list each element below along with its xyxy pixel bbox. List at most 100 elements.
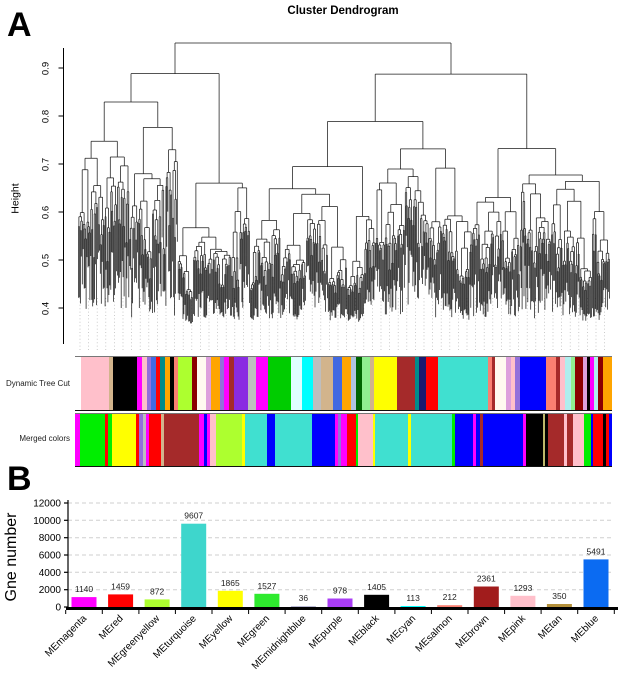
bar-value-label: 1459 <box>111 581 130 591</box>
y-tick-label: 6000 <box>39 551 62 562</box>
colorbar-segment <box>105 414 108 466</box>
bar-MEblack <box>364 594 390 607</box>
colorbar-segment <box>244 414 267 466</box>
colorbar-segment <box>206 357 211 410</box>
x-tick-label-MEred: MEred <box>97 613 126 642</box>
colorbar-segment <box>165 357 171 410</box>
colorbar-segment <box>510 357 516 410</box>
colorbar-segment <box>592 414 603 466</box>
bar-value-label: 2361 <box>477 574 496 584</box>
colorbar-segment <box>333 357 342 410</box>
y-tick-label: 0 <box>55 603 61 614</box>
colorbar-segment <box>546 357 557 410</box>
bar-value-label: 113 <box>406 593 420 603</box>
colorbar-segment <box>266 414 276 466</box>
panel-a-label: A <box>7 6 32 44</box>
colorbar-segment <box>526 414 544 466</box>
bar-value-label: 350 <box>552 591 566 601</box>
colorbar-segment <box>312 414 336 466</box>
dendrogram-y-axis-label: Height <box>9 183 22 214</box>
colorbar-segment <box>177 357 192 410</box>
colorbar-segment <box>545 414 549 466</box>
bar-MEgreen <box>254 593 280 607</box>
colorbar-segment <box>161 414 165 466</box>
bar-MEbrown <box>473 586 499 607</box>
dynamic-tree-cut-label: Dynamic Tree Cut <box>5 379 70 388</box>
colorbar-segment <box>312 357 321 410</box>
colorbar-segment <box>590 357 594 410</box>
colorbar-segment <box>148 414 162 466</box>
colorbar-segment <box>191 357 197 410</box>
colorbar-segment <box>139 414 143 466</box>
bar-y-tick-labels: 0 2000 4000 6000 8000 10000 12000 <box>33 499 61 614</box>
colorbar-segment <box>335 414 339 466</box>
colorbar-segment <box>164 414 200 466</box>
bar-value-label: 5491 <box>587 546 606 556</box>
colorbar-segment <box>341 414 347 466</box>
bar-value-label: 978 <box>333 586 347 596</box>
colorbar-segment <box>291 357 303 410</box>
y-tick-label: 2000 <box>39 585 62 596</box>
y-tick-label: 4000 <box>39 568 62 579</box>
colorbar-segment <box>233 357 248 410</box>
colorbar-segment <box>375 414 409 466</box>
dendrogram-y-tick-label: 0.8 <box>40 109 52 124</box>
dendrogram-y-tick-label: 0.5 <box>40 253 52 268</box>
colorbar-segment <box>141 357 147 410</box>
colorbar-segment <box>210 414 216 466</box>
colorbar-segment <box>135 414 140 466</box>
colorbar-segment <box>113 357 138 410</box>
colorbar-segment <box>196 357 207 410</box>
colorbar-segment <box>597 357 603 410</box>
colorbar-segment <box>556 357 561 410</box>
x-tick-label-MEbrown: MEbrown <box>454 613 492 651</box>
dendrogram-y-axis <box>58 48 64 344</box>
bar-value-labels: 1140 1459 872 9607 1865 1527 36 978 1405 113 212 23… <box>75 511 606 603</box>
colorbar-segment <box>268 357 292 410</box>
dendrogram-title: Cluster Dendrogram <box>287 5 399 17</box>
bar-MEred <box>108 594 134 607</box>
colorbar-segment <box>81 357 109 410</box>
colorbar-segment <box>605 414 609 466</box>
merged-colors-label: Merged colors <box>19 434 70 443</box>
colorbar-segment <box>455 414 473 466</box>
colorbar-segment <box>142 414 147 466</box>
colorbar-segment <box>419 357 427 410</box>
colorbar-segment <box>350 357 356 410</box>
colorbar-segment <box>370 357 374 410</box>
bar-value-label: 1405 <box>367 582 386 592</box>
colorbar-segment <box>602 357 612 410</box>
colorbar-segment <box>358 414 373 466</box>
colorbar-segment <box>75 357 82 410</box>
colorbar-segment <box>160 357 166 410</box>
colorbar-segment <box>79 414 106 466</box>
bar-MEpurple <box>327 598 353 607</box>
colorbar-segment <box>519 357 547 410</box>
colorbar-segment <box>355 357 362 410</box>
colorbar-segment <box>146 357 152 410</box>
bar-value-label: 212 <box>443 592 457 602</box>
colorbar-segment <box>475 414 480 466</box>
colorbar-segment <box>415 357 420 410</box>
colorbar-segment <box>199 414 205 466</box>
colorbar-segment <box>572 414 584 466</box>
colorbar-segment <box>155 357 161 410</box>
colorbar-segment <box>515 357 520 410</box>
colorbar-segment <box>437 357 488 410</box>
colorbar-segment <box>587 357 591 410</box>
colorbar-segment <box>583 414 591 466</box>
bar-value-label: 36 <box>299 593 309 603</box>
colorbar-segment <box>590 414 593 466</box>
dendrogram-y-tick-label: 0.6 <box>40 205 52 220</box>
colorbar-segment <box>215 414 243 466</box>
y-tick-label: 12000 <box>33 499 61 510</box>
dendrogram-y-tick-label: 0.9 <box>40 61 52 76</box>
bar-MEyellow <box>217 590 243 607</box>
colorbar-segment <box>452 414 456 466</box>
colorbar-segment <box>372 414 376 466</box>
colorbar-segment <box>564 414 568 466</box>
gene-number-bar-chart: 0 2000 4000 6000 8000 10000 12000 Gne number 114… <box>3 499 618 672</box>
x-tick-label-MEpink: MEpink <box>497 613 529 645</box>
bar-category-labels: MEmagenta MEredMEgreenyellowMEturquoiseME… <box>43 613 601 672</box>
